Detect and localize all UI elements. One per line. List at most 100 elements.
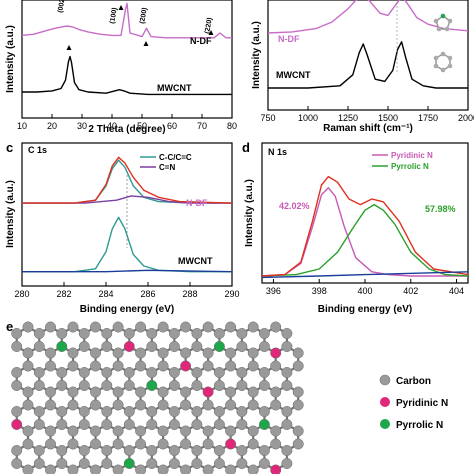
carbon-atom [258, 445, 270, 456]
carbon-atom [22, 425, 34, 437]
carbon-atom [67, 386, 79, 398]
panel-c-legend: C-C/C=C C=N [140, 153, 192, 172]
carbon-atom [101, 341, 113, 352]
carbon-atom [78, 328, 90, 339]
panel-a-peak-marker-1 [118, 5, 124, 10]
carbon-atom [213, 406, 225, 417]
panel-a-peak-label-220: (220) [204, 17, 214, 34]
panel-d: d N 1s 396 398 400 402 404 Pyridinic N Pyrro… [242, 140, 469, 315]
carbon-atom [146, 406, 158, 417]
panel-d-title: N 1s [268, 147, 287, 157]
carbon-atom [33, 406, 45, 417]
carbon-atom [258, 367, 270, 378]
panel-a-tick-label-2: 30 [77, 121, 87, 131]
carbon-atom [157, 464, 169, 474]
carbon-atom [191, 419, 203, 430]
panel-e-letter: e [6, 319, 13, 334]
panel-c-series-line-4 [22, 269, 233, 273]
carbon-atom [157, 438, 169, 450]
panel-a-ylabel: Intensity (a.u.) [5, 25, 16, 93]
carbon-atom [112, 321, 124, 333]
panel-c-tick-label-2: 284 [98, 289, 113, 299]
panel-a-x-ticks: 10 20 30 40 50 60 70 80 [17, 114, 237, 131]
carbon-atom [135, 438, 147, 450]
pentagon-ring-icon [433, 13, 453, 32]
carbon-atom [202, 347, 214, 359]
carbon-atom [247, 438, 259, 450]
carbon-atom [22, 360, 34, 372]
carbon-atom [168, 406, 180, 417]
pyridinic-n-atom [123, 341, 135, 352]
carbon-atom [112, 360, 124, 372]
panel-b: 750 1000 1250 1500 1750 2000 N-DF MWCNT Raman… [251, 0, 474, 134]
panel-c: c C 1s 280 282 284 286 288 290 C-C/C=C C=N N-… [5, 140, 240, 315]
carbon-atom [45, 321, 56, 333]
carbon-atom [22, 438, 34, 450]
panel-b-lines [267, 0, 469, 89]
panel-d-legend-pyrrolic: Pyrrolic N [391, 162, 429, 171]
carbon-atom [22, 321, 34, 333]
panel-a-peak-marker-0 [66, 45, 72, 50]
panel-a-tick-label-4: 50 [137, 121, 147, 131]
carbon-atom [33, 341, 45, 352]
carbon-atom [45, 438, 56, 450]
panel-e-legend-pyrrolic: Pyrrolic N [396, 420, 443, 431]
carbon-atom [135, 399, 147, 411]
carbon-atom [101, 419, 113, 430]
carbon-atom [168, 328, 180, 339]
carbon-atom [157, 425, 169, 437]
carbon-atom [202, 438, 214, 450]
carbon-atom [45, 347, 56, 359]
panel-c-tick-label-4: 288 [182, 289, 197, 299]
carbon-atom [112, 438, 124, 450]
carbon-atom [11, 367, 23, 378]
panel-c-title: C 1s [28, 145, 47, 155]
panel-a: 10 20 30 40 50 60 70 80 (002) (100) (200) (220)… [5, 0, 237, 135]
carbon-atom [168, 445, 180, 456]
carbon-atom [180, 425, 192, 437]
carbon-atom [247, 360, 259, 372]
carbon-atom [78, 419, 90, 430]
carbon-atom [146, 445, 158, 456]
panel-d-x-ticks: 396 398 400 402 404 [266, 279, 464, 296]
panel-d-annotation-pyrrolic: 57.98% [425, 204, 456, 214]
panel-d-legend: Pyridinic N Pyrrolic N [372, 151, 433, 171]
pyrrolic-n-atom [146, 380, 158, 391]
carbon-atom [157, 347, 169, 359]
carbon-atom [67, 464, 79, 474]
carbon-atom [146, 367, 158, 378]
panel-b-series-line-0 [267, 0, 469, 34]
panel-b-ylabel: Intensity (a.u.) [251, 21, 262, 89]
panel-a-tick-label-1: 20 [47, 121, 57, 131]
carbon-atom [90, 347, 101, 359]
carbon-atom [33, 328, 45, 339]
panel-a-peak-label-002: (002) [57, 0, 67, 13]
panel-a-lines [21, 2, 232, 96]
carbon-atom [135, 386, 147, 398]
carbon-atom [123, 328, 135, 339]
carbon-atom [180, 347, 192, 359]
carbon-atom [202, 464, 214, 474]
carbon-atom [146, 458, 158, 469]
panel-d-tick-label-0: 396 [266, 286, 281, 296]
carbon-atom [112, 347, 124, 359]
carbon-atom [78, 367, 90, 378]
panel-d-series-line-2 [261, 175, 469, 277]
carbon-atom [281, 328, 293, 339]
carbon-atom [247, 347, 259, 359]
carbon-atom [225, 386, 237, 398]
carbon-atom [258, 458, 270, 469]
panel-d-series-line-3 [261, 271, 469, 279]
carbon-atom [157, 360, 169, 372]
carbon-atom [168, 380, 180, 391]
panel-c-x-ticks: 280 282 284 286 288 290 [14, 282, 240, 299]
carbon-atom [191, 367, 203, 378]
carbon-atom [213, 380, 225, 391]
carbon-atom [22, 464, 34, 474]
carbon-atom [123, 419, 135, 430]
carbon-atom [78, 380, 90, 391]
panel-b-tick-label-5: 2000 [458, 113, 474, 123]
panel-c-tick-label-5: 290 [224, 289, 239, 299]
panel-a-series-line-1 [22, 55, 232, 96]
carbon-atom [33, 380, 45, 391]
